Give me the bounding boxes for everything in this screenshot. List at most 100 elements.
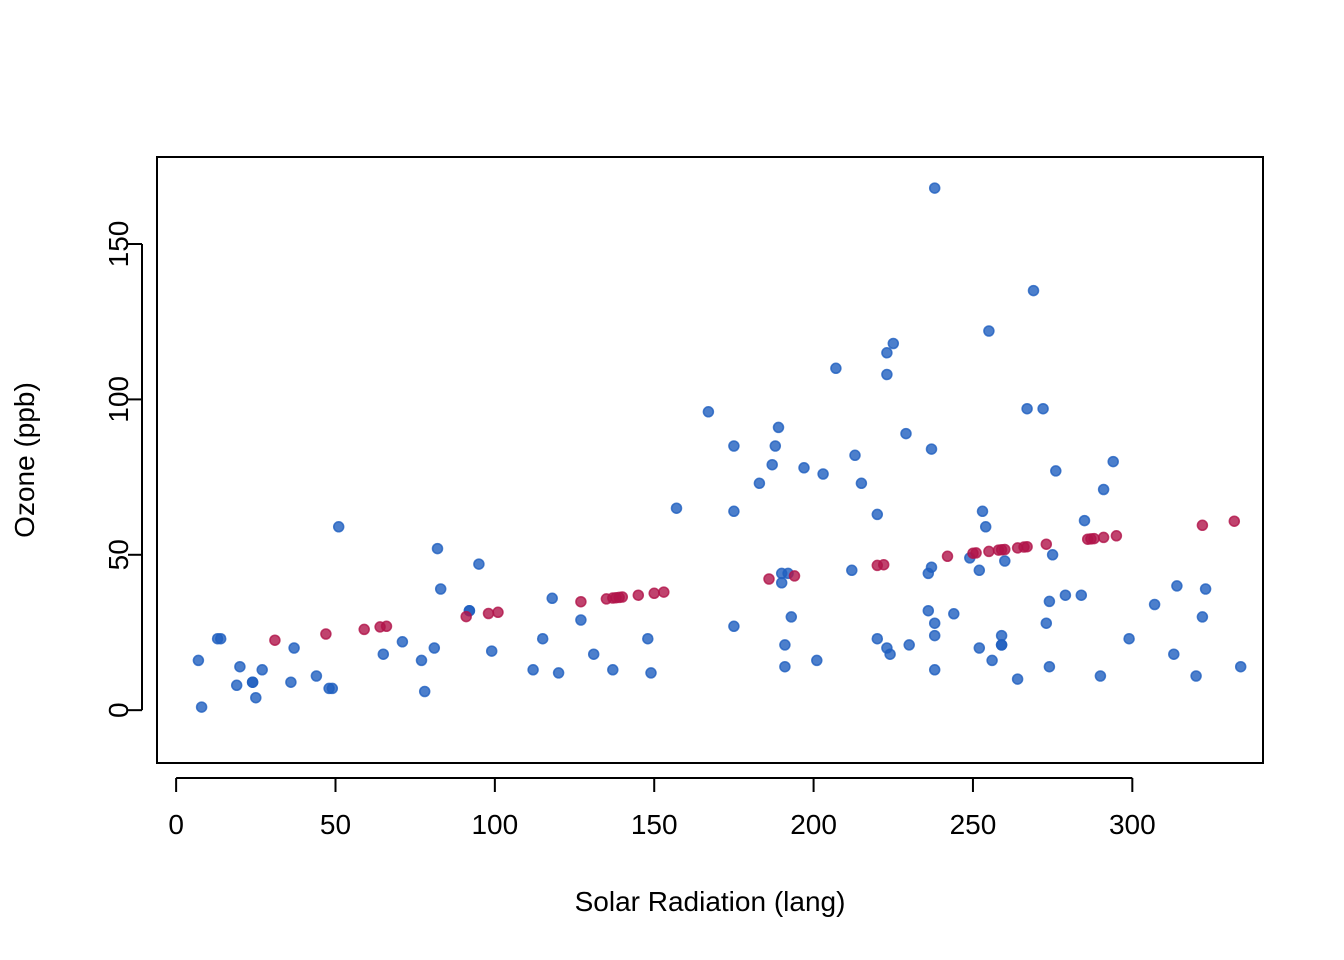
observed-point <box>928 664 941 676</box>
observed-point <box>1078 514 1091 527</box>
observed-point <box>1190 670 1202 682</box>
y-tick-label: 50 <box>103 539 134 570</box>
observed-point <box>415 654 428 667</box>
y-tick-label: 100 <box>103 376 134 423</box>
observed-point <box>1148 598 1161 611</box>
observed-point <box>234 660 246 673</box>
observed-point <box>973 564 986 577</box>
observed-point <box>1037 402 1049 415</box>
data-points <box>192 182 1247 713</box>
observed-point <box>871 508 884 521</box>
observed-point <box>925 561 938 573</box>
observed-point <box>1011 673 1024 685</box>
observed-point <box>192 654 205 667</box>
observed-point <box>326 682 339 695</box>
observed-point <box>986 654 998 667</box>
observed-point <box>1043 660 1056 673</box>
observed-point <box>855 477 868 490</box>
fitted-point <box>632 589 645 601</box>
observed-point <box>250 691 262 704</box>
observed-point <box>925 443 938 455</box>
observed-point <box>552 667 565 679</box>
observed-point <box>642 632 654 645</box>
observed-point <box>246 676 259 688</box>
observed-point <box>928 617 941 629</box>
observed-point <box>798 462 810 474</box>
x-tick-label: 0 <box>168 809 184 840</box>
observed-point <box>418 685 431 698</box>
observed-point <box>546 592 558 605</box>
fitted-point <box>1088 532 1100 545</box>
observed-point <box>536 632 549 645</box>
observed-point <box>772 421 785 434</box>
fitted-point <box>941 550 954 563</box>
observed-point <box>999 555 1011 567</box>
observed-point <box>1168 648 1180 660</box>
observed-point <box>256 664 268 676</box>
observed-point <box>1199 583 1212 595</box>
fitted-point <box>970 547 982 559</box>
observed-point <box>881 347 893 359</box>
observed-point <box>753 477 766 490</box>
observed-point <box>728 505 740 518</box>
x-axis-label: Solar Radiation (lang) <box>575 886 846 917</box>
fitted-point <box>1110 530 1123 542</box>
fitted-point <box>877 558 890 571</box>
observed-point <box>670 502 683 514</box>
observed-point <box>1043 595 1056 608</box>
observed-point <box>948 608 960 620</box>
fitted-point <box>1196 519 1209 532</box>
fitted-point <box>763 573 775 585</box>
fitted-point <box>648 587 660 600</box>
fitted-point <box>616 591 629 603</box>
observed-point <box>976 505 989 518</box>
plot-frame <box>156 156 1264 764</box>
observed-point <box>473 558 485 570</box>
fitted-point <box>269 634 281 646</box>
observed-point <box>779 660 791 673</box>
observed-point <box>1107 455 1119 468</box>
observed-point <box>702 406 715 418</box>
observed-point <box>1123 632 1135 645</box>
observed-point <box>817 468 829 480</box>
observed-point <box>900 427 912 440</box>
observed-point <box>928 629 941 642</box>
observed-point <box>995 629 1008 642</box>
x-tick-label: 200 <box>790 809 837 840</box>
observed-point <box>769 440 782 452</box>
observed-point <box>1094 670 1107 682</box>
observed-point <box>428 642 441 654</box>
observed-point <box>1097 483 1110 496</box>
fitted-point <box>983 545 995 558</box>
fitted-point <box>358 623 370 636</box>
observed-point <box>995 639 1008 651</box>
observed-point <box>377 648 390 660</box>
observed-point <box>811 654 823 667</box>
observed-point <box>288 642 300 654</box>
observed-point <box>884 648 896 660</box>
observed-point <box>1075 589 1088 601</box>
fitted-point <box>1040 538 1053 550</box>
observed-point <box>1171 580 1183 592</box>
observed-point <box>645 667 657 679</box>
observed-point <box>310 670 323 682</box>
observed-point <box>728 440 740 452</box>
observed-point <box>195 701 208 713</box>
y-axis: 0 50 100 150 <box>103 221 143 718</box>
observed-point <box>979 521 992 533</box>
observed-point <box>728 620 740 633</box>
fitted-point <box>1097 531 1110 544</box>
observed-point <box>527 664 539 676</box>
y-tick-label: 150 <box>103 221 134 268</box>
fitted-point <box>460 610 472 623</box>
observed-point <box>973 642 986 654</box>
observed-point <box>922 604 935 617</box>
observed-point <box>887 337 900 350</box>
observed-point <box>434 583 447 595</box>
observed-point <box>575 614 587 626</box>
x-axis: 0 50 100 150 200 250 300 <box>168 777 1156 840</box>
x-tick-label: 150 <box>631 809 678 840</box>
observed-point <box>779 639 791 651</box>
fitted-point <box>380 620 393 633</box>
